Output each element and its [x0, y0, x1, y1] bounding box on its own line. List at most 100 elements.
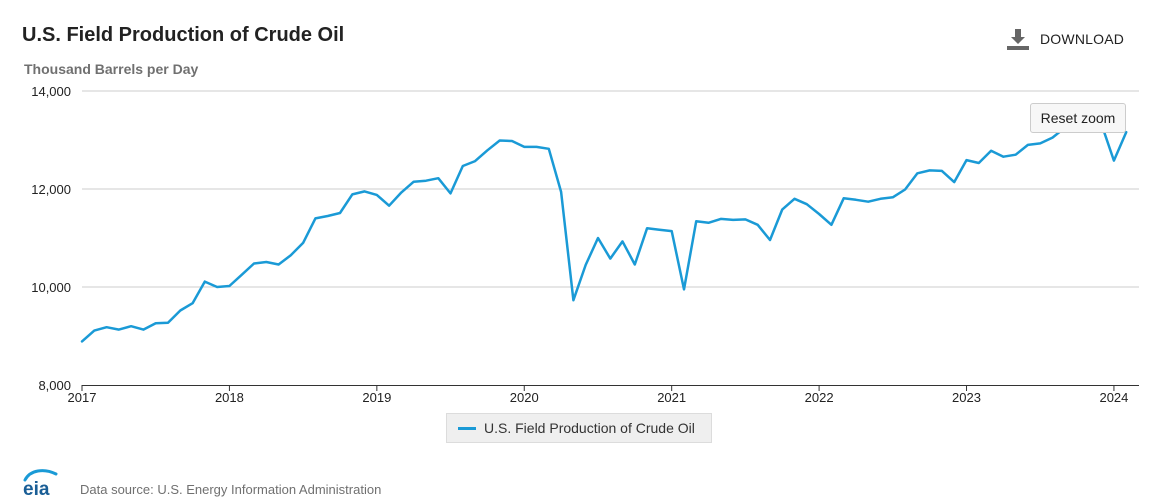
download-button[interactable]: DOWNLOAD: [1006, 28, 1124, 50]
data-point[interactable]: [104, 324, 110, 330]
data-point[interactable]: [964, 157, 970, 163]
data-point[interactable]: [558, 189, 564, 195]
data-point[interactable]: [939, 168, 945, 174]
data-point[interactable]: [706, 220, 712, 226]
x-tick-label: 2023: [952, 390, 981, 405]
data-point[interactable]: [1050, 135, 1056, 141]
x-tick-label: 2024: [1099, 390, 1128, 405]
y-tick-label: 10,000: [31, 280, 71, 295]
data-point[interactable]: [497, 138, 503, 144]
data-point[interactable]: [681, 286, 687, 292]
data-point[interactable]: [546, 146, 552, 152]
x-tick-label: 2022: [805, 390, 834, 405]
data-point[interactable]: [656, 227, 662, 233]
data-point[interactable]: [153, 320, 159, 326]
data-point[interactable]: [902, 187, 908, 193]
data-point[interactable]: [116, 327, 122, 333]
data-point[interactable]: [583, 262, 589, 268]
data-point[interactable]: [509, 138, 515, 144]
data-point[interactable]: [128, 323, 134, 329]
data-point[interactable]: [423, 178, 429, 184]
data-point[interactable]: [865, 199, 871, 205]
data-point[interactable]: [718, 216, 724, 222]
data-point[interactable]: [79, 338, 85, 344]
data-point[interactable]: [312, 215, 318, 221]
data-point[interactable]: [976, 160, 982, 166]
data-point[interactable]: [140, 327, 146, 333]
download-label: DOWNLOAD: [1040, 31, 1125, 47]
data-point[interactable]: [1000, 154, 1006, 160]
data-point[interactable]: [853, 197, 859, 203]
data-point[interactable]: [914, 170, 920, 176]
y-tick-label: 14,000: [31, 84, 71, 99]
data-point[interactable]: [276, 262, 282, 268]
data-point[interactable]: [595, 235, 601, 241]
chart-title: U.S. Field Production of Crude Oil: [22, 24, 345, 46]
eia-logo: eia: [23, 469, 58, 498]
data-point[interactable]: [226, 283, 232, 289]
data-point[interactable]: [325, 213, 331, 219]
data-point[interactable]: [177, 308, 183, 314]
data-point[interactable]: [448, 190, 454, 196]
legend-label: U.S. Field Production of Crude Oil: [484, 420, 695, 436]
data-point[interactable]: [435, 175, 441, 181]
data-point[interactable]: [755, 222, 761, 228]
data-point[interactable]: [521, 144, 527, 150]
data-point[interactable]: [472, 158, 478, 164]
data-point[interactable]: [1111, 158, 1117, 164]
data-point[interactable]: [337, 210, 343, 216]
data-point[interactable]: [411, 179, 417, 185]
x-tick-label: 2018: [215, 390, 244, 405]
data-point[interactable]: [1025, 142, 1031, 148]
data-point[interactable]: [693, 218, 699, 224]
data-point[interactable]: [669, 228, 675, 234]
data-source: Data source: U.S. Energy Information Adm…: [80, 482, 382, 497]
data-point[interactable]: [828, 222, 834, 228]
data-point[interactable]: [362, 188, 368, 194]
data-point[interactable]: [398, 189, 404, 195]
data-point[interactable]: [300, 240, 306, 246]
legend-item[interactable]: U.S. Field Production of Crude Oil: [446, 413, 712, 443]
y-axis-unit-label: Thousand Barrels per Day: [24, 61, 199, 77]
data-point[interactable]: [632, 262, 638, 268]
data-point[interactable]: [1037, 140, 1043, 146]
data-point[interactable]: [890, 194, 896, 200]
x-tick-label: 2021: [657, 390, 686, 405]
data-point[interactable]: [460, 163, 466, 169]
data-point[interactable]: [570, 297, 576, 303]
data-point[interactable]: [263, 259, 269, 265]
data-point[interactable]: [792, 196, 798, 202]
data-point[interactable]: [374, 192, 380, 198]
data-point[interactable]: [988, 148, 994, 154]
data-point[interactable]: [730, 217, 736, 223]
x-tick-label: 2020: [510, 390, 539, 405]
data-point[interactable]: [816, 211, 822, 217]
data-point[interactable]: [214, 284, 220, 290]
data-point[interactable]: [1013, 152, 1019, 158]
data-point[interactable]: [534, 144, 540, 150]
data-point[interactable]: [251, 261, 257, 267]
data-point[interactable]: [288, 252, 294, 258]
data-point[interactable]: [951, 179, 957, 185]
data-point[interactable]: [927, 167, 933, 173]
data-point[interactable]: [239, 272, 245, 278]
data-point[interactable]: [620, 238, 626, 244]
reset-zoom-button[interactable]: Reset zoom: [1030, 103, 1126, 133]
data-point[interactable]: [779, 207, 785, 213]
data-point[interactable]: [841, 195, 847, 201]
data-point[interactable]: [202, 279, 208, 285]
series-line[interactable]: [80, 123, 1128, 343]
data-point[interactable]: [767, 237, 773, 243]
data-point[interactable]: [804, 201, 810, 207]
data-point[interactable]: [165, 320, 171, 326]
data-point[interactable]: [484, 147, 490, 153]
data-point[interactable]: [742, 216, 748, 222]
data-point[interactable]: [607, 256, 613, 262]
data-point[interactable]: [349, 191, 355, 197]
data-point[interactable]: [190, 300, 196, 306]
data-point[interactable]: [91, 328, 97, 334]
data-point[interactable]: [878, 196, 884, 202]
data-point[interactable]: [644, 225, 650, 231]
data-point[interactable]: [386, 203, 392, 209]
